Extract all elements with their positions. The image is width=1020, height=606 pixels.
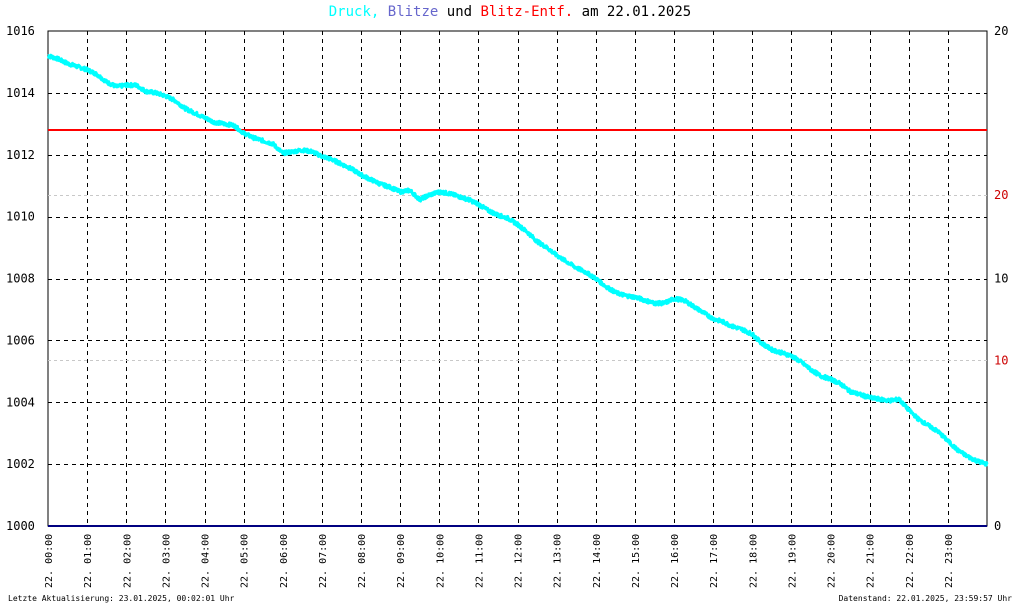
y-left-tick-label: 1002: [6, 457, 35, 471]
x-tick-label: 22. 20:00: [827, 534, 838, 588]
y-left-tick-label: 1012: [6, 148, 35, 162]
y-left-tick-label: 1000: [6, 519, 35, 533]
x-tick-label: 22. 17:00: [709, 534, 720, 588]
x-tick-label: 22. 02:00: [122, 534, 133, 588]
x-tick-label: 22. 22:00: [905, 534, 916, 588]
x-tick-label: 22. 03:00: [161, 534, 172, 588]
y-right-red-tick-label: 10: [994, 353, 1008, 367]
x-tick-label: 22. 19:00: [787, 534, 798, 588]
x-tick-label: 22. 00:00: [44, 534, 55, 588]
x-tick-label: 22. 04:00: [201, 534, 212, 588]
title-entf: Blitz-Entf.: [480, 4, 574, 20]
y-right-tick-label: 20: [994, 24, 1008, 38]
y-left-tick-label: 1008: [6, 272, 35, 286]
x-tick-label: 22. 12:00: [514, 534, 525, 588]
x-tick-label: 22. 13:00: [553, 534, 564, 588]
x-tick-label: 22. 23:00: [944, 534, 955, 588]
x-tick-label: 22. 07:00: [318, 534, 329, 588]
series-line-druck: [46, 53, 989, 467]
footer-last-update: Letzte Aktualisierung: 23.01.2025, 00:02…: [8, 594, 235, 603]
chart-title: Druck, Blitze und Blitz-Entf. am 22.01.2…: [0, 4, 1020, 20]
x-tick-label: 22. 18:00: [748, 534, 759, 588]
y-left-tick-label: 1004: [6, 395, 35, 409]
y-left-tick-label: 1016: [6, 24, 35, 38]
y-right-red-tick-label: 20: [994, 188, 1008, 202]
y-right-black-tick-label: 0: [994, 519, 1001, 533]
x-tick-label: 22. 11:00: [474, 534, 485, 588]
x-tick-label: 22. 06:00: [279, 534, 290, 588]
title-druck: Druck,: [328, 4, 380, 20]
title-blitze: Blitze: [387, 4, 439, 20]
y-left-tick-label: 1006: [6, 333, 35, 347]
title-und: und: [438, 4, 481, 20]
y-right-black-tick-label: 10: [994, 272, 1008, 286]
x-tick-label: 22. 16:00: [670, 534, 681, 588]
x-tick-label: 22. 14:00: [592, 534, 603, 588]
x-tick-label: 22. 10:00: [435, 534, 446, 588]
y-left-tick-label: 1010: [6, 210, 35, 224]
y-left-tick-label: 1014: [6, 86, 35, 100]
footer-data-status: Datenstand: 22.01.2025, 23:59:57 Uhr: [838, 594, 1012, 603]
x-tick-label: 22. 08:00: [357, 534, 368, 588]
x-tick-label: 22. 01:00: [83, 534, 94, 588]
x-tick-label: 22. 05:00: [240, 534, 251, 588]
x-tick-label: 22. 21:00: [866, 534, 877, 588]
plot-area: [47, 30, 988, 527]
title-am: am 22.01.2025: [573, 4, 692, 20]
x-tick-label: 22. 15:00: [631, 534, 642, 588]
x-tick-label: 22. 09:00: [396, 534, 407, 588]
